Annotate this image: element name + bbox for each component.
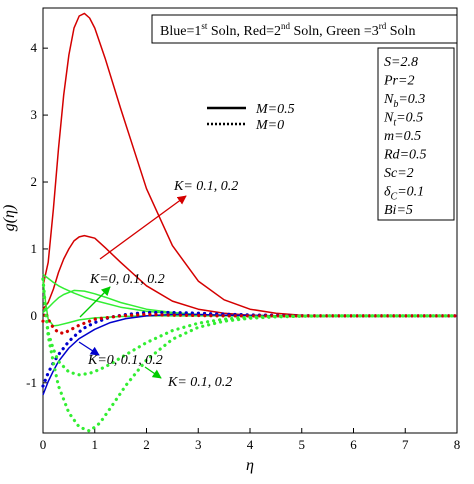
- legend-title-box: [151, 14, 458, 44]
- annotation-blue: K=0, 0.1, 0.2: [87, 353, 163, 368]
- x-tick-label: 2: [143, 437, 150, 452]
- x-tick-label: 1: [92, 437, 99, 452]
- series-layer: [41, 12, 459, 433]
- y-tick-label: 0: [31, 308, 38, 323]
- annotation-arrow-green-up: [79, 286, 111, 318]
- x-tick-label: 7: [402, 437, 409, 452]
- x-tick-label: 4: [247, 437, 254, 452]
- annotation-green-up: K=0, 0.1, 0.2: [89, 272, 165, 287]
- parameter-label: Sc=2: [384, 166, 414, 181]
- y-tick-label: 1: [31, 241, 38, 256]
- y-tick-label: -1: [26, 375, 37, 390]
- x-tick-label: 0: [40, 437, 47, 452]
- tick-labels: 0 1 2 3 4 5 6 7 8 -1 0 1 2 3 4: [26, 40, 460, 452]
- legend-title-text: Blue=1st Soln, Red=2nd Soln, Green =3rd …: [160, 21, 415, 39]
- x-tick-label: 8: [454, 437, 461, 452]
- series-red-solid-1: [42, 12, 457, 317]
- parameter-label: Nt=0.5: [383, 111, 423, 129]
- parameter-label: Pr=2: [383, 74, 414, 89]
- series-green-dotted-2: [41, 277, 459, 377]
- x-tick-label: 6: [350, 437, 357, 452]
- series-blue-dotted: [41, 310, 459, 388]
- annotation-red: K= 0.1, 0.2: [173, 179, 238, 194]
- parameter-label: Nb=0.3: [383, 92, 425, 110]
- x-tick-label: 5: [299, 437, 306, 452]
- annotation-arrow-green-down: [144, 366, 162, 379]
- y-tick-label: 2: [31, 174, 38, 189]
- parameter-label: Rd=0.5: [383, 148, 427, 163]
- parameter-box: [377, 47, 455, 221]
- annotation-arrow-red: [99, 195, 187, 260]
- legend-dotted-label: M=0: [255, 118, 284, 133]
- y-tick-label: 3: [31, 107, 38, 122]
- parameter-list: S=2.8 Pr=2 Nb=0.3Nt=0.5m=0.5 Rd=0.5 Sc=2 δC=0…: [383, 55, 427, 218]
- annotation-green-down: K= 0.1, 0.2: [167, 375, 232, 390]
- series-red-dotted: [41, 310, 459, 335]
- y-axis-label: g(η): [1, 205, 18, 232]
- y-tick-label: 4: [31, 40, 38, 55]
- parameter-label: Bi=5: [384, 203, 413, 218]
- parameter-label: m=0.5: [384, 129, 421, 144]
- x-tick-label: 3: [195, 437, 202, 452]
- legend-solid-label: M=0.5: [255, 102, 295, 117]
- x-axis-label: η: [246, 457, 254, 474]
- parameter-label: δC=0.1: [384, 185, 424, 203]
- annotation-arrow-blue: [78, 341, 100, 356]
- parameter-label: S=2.8: [384, 55, 418, 70]
